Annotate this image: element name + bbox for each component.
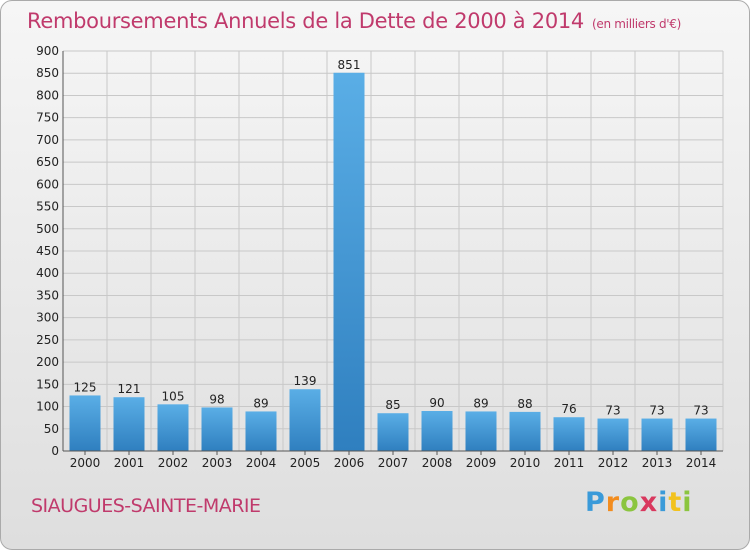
logo-letter: t — [668, 487, 683, 518]
bar — [685, 418, 717, 451]
y-tick-label: 200 — [36, 355, 59, 369]
axes: 0 50 100 150 200 250 300 350 400 450 500 550 600 650 7… — [36, 44, 723, 470]
bar — [157, 404, 189, 451]
logo-letter: i — [658, 487, 669, 518]
y-tick-label: 400 — [36, 266, 59, 280]
bar-value-label: 89 — [473, 396, 488, 410]
bar — [333, 72, 365, 452]
y-tick-label: 650 — [36, 155, 59, 169]
bar-value-label: 73 — [649, 404, 664, 418]
bar-value-label: 139 — [294, 374, 317, 388]
x-tick-label: 2005 — [290, 456, 321, 470]
x-tick-label: 2009 — [466, 456, 497, 470]
bar-value-label: 85 — [385, 398, 400, 412]
bar — [289, 389, 321, 451]
bar — [113, 397, 145, 451]
y-tick-label: 600 — [36, 177, 59, 191]
logo-letter: i — [682, 487, 693, 518]
bar-value-label: 121 — [118, 382, 141, 396]
proxiti-logo: Proxiti — [585, 487, 693, 518]
bar — [465, 411, 497, 451]
y-tick-label: 700 — [36, 133, 59, 147]
y-tick-label: 50 — [44, 422, 59, 436]
chart-title-text: Remboursements Annuels de la Dette de 20… — [27, 9, 584, 33]
x-tick-label: 2010 — [510, 456, 541, 470]
y-tick-label: 0 — [51, 444, 59, 458]
bar — [641, 418, 673, 451]
logo-letter: o — [620, 487, 640, 518]
x-tick-label: 2008 — [422, 456, 453, 470]
y-tick-label: 250 — [36, 333, 59, 347]
x-tick-label: 2013 — [642, 456, 673, 470]
y-tick-label: 300 — [36, 311, 59, 325]
y-tick-label: 550 — [36, 200, 59, 214]
bar-value-label: 90 — [429, 396, 444, 410]
x-tick-label: 2011 — [554, 456, 585, 470]
x-tick-label: 2012 — [598, 456, 629, 470]
bar — [69, 395, 101, 451]
chart-title: Remboursements Annuels de la Dette de 20… — [27, 9, 681, 33]
bar — [245, 411, 277, 451]
logo-letter: x — [639, 487, 659, 518]
bar-value-label: 851 — [338, 58, 361, 72]
commune-name: SIAUGUES-SAINTE-MARIE — [31, 495, 261, 517]
bar-value-label: 105 — [162, 389, 185, 403]
bar-value-label: 76 — [561, 402, 576, 416]
bar-value-label: 88 — [517, 397, 532, 411]
logo-letter: P — [585, 487, 606, 518]
bar-value-label: 73 — [693, 404, 708, 418]
x-tick-label: 2014 — [686, 456, 717, 470]
bar-value-label: 73 — [605, 404, 620, 418]
y-tick-label: 900 — [36, 44, 59, 58]
bars — [69, 72, 717, 452]
x-tick-label: 2003 — [202, 456, 233, 470]
value-labels: 125 121 105 98 89 139 851 85 90 89 88 76 73 73 73 — [74, 58, 709, 418]
bar-value-label: 125 — [74, 380, 97, 394]
y-tick-label: 850 — [36, 66, 59, 80]
y-tick-label: 750 — [36, 111, 59, 125]
y-tick-label: 500 — [36, 222, 59, 236]
y-tick-label: 100 — [36, 400, 59, 414]
x-tick-label: 2000 — [70, 456, 101, 470]
y-tick-label: 350 — [36, 288, 59, 302]
chart-unit: (en milliers d'€) — [592, 17, 682, 31]
bar — [509, 411, 541, 451]
x-tick-label: 2001 — [114, 456, 145, 470]
x-tick-label: 2006 — [334, 456, 365, 470]
y-tick-label: 450 — [36, 244, 59, 258]
bar-value-label: 98 — [209, 392, 224, 406]
bar — [553, 417, 585, 451]
bar — [201, 407, 233, 451]
x-tick-label: 2004 — [246, 456, 277, 470]
bar — [421, 411, 453, 451]
bar — [377, 413, 409, 451]
x-tick-label: 2007 — [378, 456, 409, 470]
bar-value-label: 89 — [253, 396, 268, 410]
bar — [597, 418, 629, 451]
x-tick-label: 2002 — [158, 456, 189, 470]
logo-letter: r — [605, 487, 621, 518]
y-tick-label: 150 — [36, 377, 59, 391]
y-tick-label: 800 — [36, 88, 59, 102]
